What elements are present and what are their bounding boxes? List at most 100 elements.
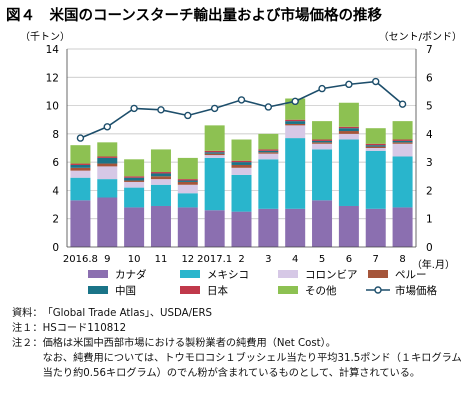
bar-segment <box>231 164 252 168</box>
y-right-tick-label: 5 <box>426 101 433 113</box>
legend-label: カナダ <box>115 268 147 281</box>
price-point <box>398 100 407 108</box>
bar-segment <box>258 208 279 247</box>
x-tick-label: 12 <box>181 254 194 265</box>
x-tick-label: 2017.1 <box>197 254 232 265</box>
bar-segment <box>150 149 171 173</box>
bar-segment <box>365 146 386 148</box>
y-right-tick-label: 0 <box>426 242 433 254</box>
bar-segment <box>312 200 333 247</box>
bar-segment <box>177 179 198 181</box>
price-point <box>345 80 353 89</box>
legend-swatch <box>88 286 108 294</box>
price-point <box>210 104 219 113</box>
note-2: 注２： 価格は米国中西部市場における製粉業者の純費用（Net Cost）。 なお… <box>12 336 464 381</box>
bar-segment <box>97 142 118 157</box>
x-tick-label: 6 <box>346 254 352 265</box>
chart-title: 図４ 米国のコーンスターチ輸出量および市場価格の推移 <box>6 6 382 24</box>
bar-segment <box>177 184 198 194</box>
note-label: 注１： <box>12 323 43 334</box>
y-left-tick-label: 12 <box>46 72 59 84</box>
note-label: 資料： <box>12 308 43 319</box>
bar-segment <box>285 98 306 120</box>
bar-segment <box>285 123 306 126</box>
bar-segment <box>124 187 145 208</box>
legend-label: ペルー <box>395 269 427 281</box>
bar-segment <box>285 119 306 122</box>
bar-segment <box>338 131 359 134</box>
y-left-tick-label: 4 <box>52 185 59 197</box>
legend-swatch <box>180 286 200 294</box>
y-right-tick-label: 1 <box>426 214 433 226</box>
x-tick-label: 10 <box>128 254 141 265</box>
x-tick-label: 4 <box>292 254 298 265</box>
bar-segment <box>258 149 279 151</box>
bar-segment <box>150 176 171 180</box>
bar-segment <box>258 159 279 209</box>
bar-segment <box>338 139 359 206</box>
bar-segment <box>258 133 279 150</box>
bar-segment <box>204 155 225 158</box>
legend-swatch <box>278 270 298 278</box>
bar-segment <box>258 150 279 153</box>
bar-segment <box>285 138 306 209</box>
bar-segment <box>150 179 171 185</box>
bar-segment <box>70 145 91 164</box>
x-tick-label: 9 <box>104 254 110 265</box>
price-point <box>157 106 165 114</box>
price-point <box>76 134 85 142</box>
bar-segment <box>150 205 171 247</box>
bar-segment <box>285 125 306 139</box>
bar-segment <box>231 167 252 175</box>
notes: 資料： 「Global Trade Atlas」、USDA/ERS 注１： HS… <box>12 306 464 381</box>
note-text: HSコード110812 <box>42 323 127 334</box>
legend-label: その他 <box>305 284 337 297</box>
bar-segment <box>70 163 91 165</box>
bar-segment <box>97 157 118 164</box>
bar-segment <box>70 177 91 201</box>
bar-segment <box>97 179 118 198</box>
bar-segment <box>338 128 359 132</box>
bar-segment <box>392 140 413 143</box>
x-tick-label: 5 <box>319 254 325 265</box>
bar-segment <box>312 139 333 141</box>
bar-segment <box>338 126 359 129</box>
bar-segment <box>338 102 359 127</box>
bar-segment <box>124 180 145 182</box>
note-text: 価格は米国中西部市場における製粉業者の純費用（Net Cost）。 なお、純費用… <box>42 338 462 379</box>
bar-segment <box>97 166 118 180</box>
x-axis-unit: （年.月） <box>412 258 455 271</box>
bar-segment <box>204 210 225 247</box>
y-left-tick-label: 14 <box>46 44 60 56</box>
y-right-tick-label: 4 <box>426 129 433 141</box>
bar-segment <box>365 148 386 151</box>
bar-segment <box>312 121 333 140</box>
note-1: 注１： HSコード110812 <box>12 321 464 336</box>
x-tick-label: 2016.8 <box>63 254 98 265</box>
bar-segment <box>365 208 386 247</box>
y-left-tick-label: 0 <box>52 242 59 254</box>
price-point <box>103 123 111 131</box>
legend-swatch <box>368 270 388 278</box>
bar-segment <box>204 125 225 151</box>
bar-segment <box>365 145 386 147</box>
bar-segment <box>124 177 145 181</box>
bar-segment <box>231 174 252 212</box>
x-tick-label: 8 <box>399 254 405 265</box>
bar-segment <box>392 142 413 144</box>
legend-swatch <box>278 286 298 294</box>
bar-segment <box>312 142 333 144</box>
bar-segment <box>97 163 118 167</box>
x-tick-label: 2 <box>238 254 244 265</box>
y-right-tick-label: 3 <box>426 157 433 169</box>
y-left-tick-label: 10 <box>46 101 59 113</box>
bar-segment <box>365 150 386 209</box>
right-axis-unit: （セント/ポンド） <box>379 31 462 43</box>
price-point <box>291 97 299 106</box>
bar-segment <box>97 197 118 247</box>
bar-segment <box>312 140 333 143</box>
bar-segment <box>70 167 91 171</box>
price-point <box>264 103 273 111</box>
note-text: 「Global Trade Atlas」、USDA/ERS <box>42 308 213 319</box>
bar-segment <box>285 121 306 124</box>
